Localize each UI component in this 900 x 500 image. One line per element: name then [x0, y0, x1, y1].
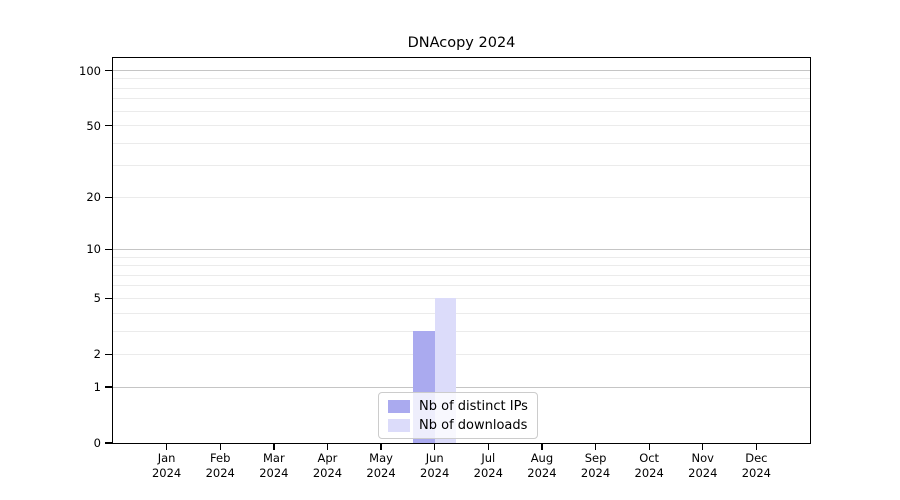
x-tick-label: Sep 2024 [580, 451, 611, 480]
x-tick-label: Aug 2024 [527, 451, 557, 480]
x-tick-label: Jun 2024 [420, 451, 450, 480]
gridline-major [113, 248, 810, 250]
gridline-minor [113, 110, 810, 112]
legend-item-distinct-ips: Nb of distinct IPs [388, 398, 528, 414]
y-tick [105, 196, 112, 198]
y-tick [105, 442, 112, 444]
y-tick-label: 2 [93, 347, 101, 362]
gridline-minor [113, 285, 810, 287]
legend: Nb of distinct IPs Nb of downloads [378, 392, 538, 439]
x-tick [380, 444, 382, 450]
y-tick-label: 10 [86, 242, 101, 257]
gridline-minor [113, 256, 810, 258]
x-tick [273, 444, 275, 450]
legend-swatch-downloads [388, 418, 410, 432]
y-tick-label: 5 [93, 291, 101, 306]
x-tick-label: May 2024 [366, 451, 396, 480]
x-tick-label: Feb 2024 [205, 451, 235, 480]
y-tick-label: 0 [93, 436, 101, 450]
gridline-minor [113, 165, 810, 167]
y-tick [105, 386, 112, 388]
plot-area [113, 58, 810, 443]
gridline-minor [113, 87, 810, 89]
gridline-minor [113, 265, 810, 267]
legend-label-distinct-ips: Nb of distinct IPs [419, 398, 528, 414]
x-tick-label: Apr 2024 [312, 451, 343, 480]
legend-label-downloads: Nb of downloads [419, 417, 528, 433]
chart-title: DNAcopy 2024 [407, 35, 516, 51]
x-tick [541, 444, 543, 450]
gridline-major [113, 386, 810, 388]
gridline-minor [113, 142, 810, 144]
y-tick [105, 353, 112, 356]
gridline-minor [113, 330, 810, 332]
y-tick [105, 297, 112, 300]
x-tick-label: Jan 2024 [151, 451, 182, 480]
gridline-minor [113, 297, 810, 299]
x-tick [755, 444, 758, 450]
gridline-minor [113, 274, 810, 276]
legend-swatch-distinct-ips [388, 399, 410, 413]
y-tick-label: 100 [79, 63, 101, 78]
x-tick [594, 444, 597, 450]
x-tick [219, 444, 221, 450]
y-tick-label: 50 [86, 118, 101, 133]
y-tick [105, 69, 112, 72]
gridline-minor [113, 312, 810, 314]
x-tick [487, 444, 489, 450]
gridline-minor [113, 78, 810, 80]
y-tick-label: 1 [93, 380, 101, 395]
x-tick-label: Nov 2024 [688, 451, 718, 480]
gridline-minor [113, 98, 810, 100]
x-tick-label: Jul 2024 [473, 451, 503, 480]
x-tick [434, 444, 436, 450]
x-tick [166, 444, 168, 450]
x-tick [326, 444, 329, 450]
x-tick-label: Dec 2024 [741, 451, 772, 480]
y-tick [105, 125, 112, 127]
gridline-major [113, 70, 810, 72]
x-tick [648, 444, 650, 450]
x-tick [702, 444, 704, 450]
y-tick [105, 248, 112, 251]
y-tick-label: 20 [86, 190, 101, 205]
gridline-minor [113, 196, 810, 198]
gridline-minor [113, 125, 810, 127]
x-tick-label: Mar 2024 [259, 451, 289, 480]
legend-item-downloads: Nb of downloads [388, 417, 528, 433]
gridline-minor [113, 353, 810, 355]
x-tick-label: Oct 2024 [634, 451, 664, 480]
